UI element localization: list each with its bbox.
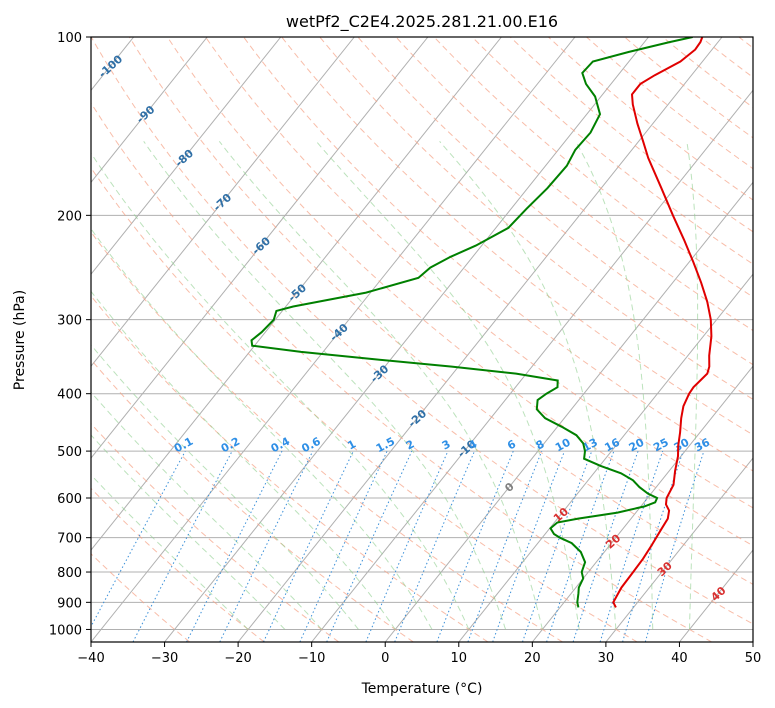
x-tick-label: −10 — [298, 651, 325, 666]
mixing-ratio-label: 20 — [627, 436, 647, 455]
moist-adiabat-line — [91, 344, 359, 630]
dewpoint-profile-line — [250, 37, 693, 608]
dry-adiabat-line — [243, 37, 753, 472]
mixing-ratio-line — [91, 450, 186, 628]
dry-adiabat-line — [395, 37, 753, 332]
y-tick-label: 400 — [57, 388, 82, 403]
x-tick-label: 30 — [598, 651, 615, 666]
isotherm-gridline — [384, 181, 753, 642]
x-tick-label: 50 — [745, 651, 762, 666]
mixing-ratio-line — [644, 450, 705, 642]
x-tick-label: 20 — [524, 651, 541, 666]
moist-adiabat-line — [91, 434, 286, 630]
background-lines — [91, 37, 753, 642]
x-tick-label: −30 — [151, 651, 178, 666]
moist-adiabat-line — [218, 140, 543, 630]
mixing-ratio-line — [546, 450, 615, 642]
x-tick-label: 40 — [671, 651, 688, 666]
y-tick-label: 900 — [57, 596, 82, 611]
isotherm-gridline — [91, 37, 282, 276]
y-tick-label: 300 — [57, 314, 82, 329]
moist-adiabat-line — [91, 391, 323, 630]
dry-adiabat-line — [586, 37, 753, 170]
plot-frame — [90, 36, 754, 643]
dry-adiabat-line — [91, 167, 638, 642]
y-tick-label: 200 — [57, 209, 82, 224]
isotherm-gridline — [91, 37, 576, 642]
y-axis: 100 200 300 400 500 600 700 800 900 1000 — [49, 31, 91, 638]
mixing-ratio-line — [622, 450, 684, 642]
mixing-ratio-label: 10 — [553, 436, 573, 455]
isotherm-gridline — [91, 37, 208, 184]
dry-adiabat-line — [433, 37, 753, 298]
dry-adiabat-line — [91, 37, 753, 625]
mixing-ratio-line — [219, 450, 314, 642]
y-tick-label: 800 — [57, 566, 82, 581]
mixing-ratio-line — [522, 450, 593, 642]
moist-adiabat-line — [91, 227, 433, 630]
y-tick-label: 100 — [57, 31, 82, 46]
isotherm-gridline — [91, 37, 502, 551]
profile-lines — [250, 37, 713, 608]
dry-adiabat-line — [166, 37, 753, 547]
mixing-ratio-line — [599, 450, 664, 642]
dry-adiabat-line — [471, 37, 753, 265]
y-tick-label: 500 — [57, 445, 82, 460]
y-tick-label: 1000 — [49, 623, 82, 638]
chart-title: wetPf2_C2E4.2025.281.21.00.E16 — [286, 12, 558, 32]
x-tick-label: 10 — [451, 651, 468, 666]
x-tick-label: 0 — [381, 651, 389, 666]
mixing-ratio-line — [394, 450, 475, 642]
dry-adiabat-line — [91, 231, 563, 642]
dry-adiabat-line — [91, 102, 713, 642]
y-tick-label: 700 — [57, 532, 82, 547]
isotherm-gridline — [164, 37, 649, 642]
dry-adiabat-line — [205, 37, 753, 509]
plot-area — [91, 37, 753, 642]
dry-adiabat-line — [91, 422, 340, 642]
mixing-ratio-line — [572, 450, 639, 642]
dry-adiabat-line — [91, 295, 489, 642]
dry-adiabat-line — [281, 37, 753, 436]
mixing-ratio-label: 36 — [692, 436, 712, 455]
mixing-ratio-label: 25 — [651, 436, 671, 455]
moist-adiabat-line — [686, 141, 699, 630]
moist-adiabat-line — [143, 141, 507, 630]
mixing-ratio-label: 30 — [672, 436, 692, 455]
y-axis-title: Pressure (hPa) — [12, 290, 28, 390]
isotherm-gridline — [91, 37, 429, 459]
moist-adiabat-line — [575, 141, 654, 630]
x-axis: −40 −30 −20 −10 0 10 20 30 40 50 — [77, 642, 761, 666]
mixing-ratio-line — [326, 450, 413, 642]
isotherm-gridline — [605, 457, 753, 642]
mixing-ratio-line — [263, 450, 354, 642]
mixing-ratio-line — [365, 450, 449, 642]
temperature-profile-line — [612, 37, 713, 608]
isotherm-gridline — [531, 365, 753, 642]
isotherm-gridline — [458, 273, 753, 642]
moist-adiabat-line — [91, 474, 249, 630]
x-tick-label: −20 — [224, 651, 251, 666]
moist-adiabat-line — [91, 152, 470, 630]
isotherm-gridline — [91, 37, 355, 367]
x-tick-label: −40 — [77, 651, 104, 666]
mixing-ratio-label: 16 — [602, 436, 622, 455]
y-tick-label: 600 — [57, 492, 82, 507]
x-axis-title: Temperature (°C) — [361, 681, 483, 697]
mixing-ratio-line — [299, 450, 388, 642]
